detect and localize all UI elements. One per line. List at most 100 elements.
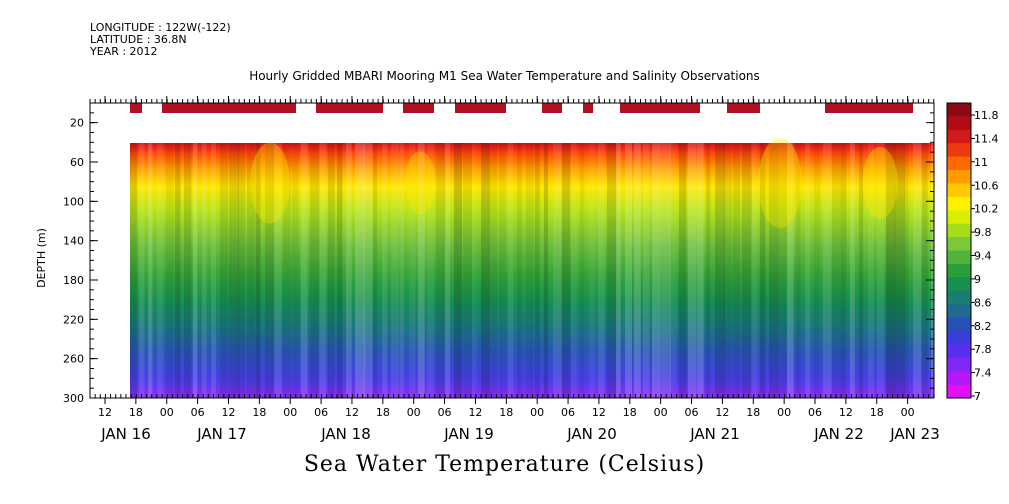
x-hour-label: 06 (685, 406, 699, 419)
field-streak (778, 143, 787, 398)
field-streak (184, 143, 192, 398)
colorbar-label: 8.6 (974, 296, 992, 309)
field-streak (319, 143, 326, 398)
field-streak (463, 143, 472, 398)
field-streak (796, 143, 801, 398)
x-hour-label: 12 (715, 406, 729, 419)
field-streak (490, 143, 497, 398)
x-hour-label: 12 (221, 406, 235, 419)
field-streak (787, 143, 794, 398)
x-hour-label: 12 (592, 406, 606, 419)
field-streak (535, 143, 540, 398)
surface-cell (162, 103, 296, 113)
colorbar-swatch (947, 357, 971, 372)
surface-cell (542, 103, 562, 113)
x-hour-label: 12 (839, 406, 853, 419)
field-streak (697, 143, 704, 398)
field-streak (328, 143, 335, 398)
x-hour-label: 12 (345, 406, 359, 419)
field-streak (499, 143, 506, 398)
colorbar-swatch (947, 250, 971, 265)
field-streak (229, 143, 239, 398)
surface-cell (620, 103, 700, 113)
x-date-label: JAN 16 (100, 425, 151, 443)
field-streak (400, 143, 405, 398)
field-streak (202, 143, 207, 398)
colorbar-swatch (947, 210, 971, 225)
field-streak (283, 143, 291, 398)
field-streak (895, 143, 905, 398)
colorbar-swatch (947, 116, 971, 131)
field-streak (841, 143, 847, 398)
field-streak (760, 143, 766, 398)
warm-bulge (758, 138, 802, 228)
colorbar-swatch (947, 223, 971, 238)
colorbar-label: 8.2 (974, 320, 992, 333)
colorbar-label: 11.4 (974, 132, 999, 145)
field-streak (355, 143, 365, 398)
x-date-label: JAN 22 (813, 425, 864, 443)
field-streak (175, 143, 181, 398)
field-streak (625, 143, 632, 398)
field-streak (886, 143, 896, 398)
colorbar-swatch (947, 304, 971, 319)
field-streak (337, 143, 343, 398)
field-streak (364, 143, 373, 398)
colorbar-swatch (947, 277, 971, 292)
x-hour-label: 00 (407, 406, 421, 419)
colorbar-swatch (947, 384, 971, 399)
warm-bulge (404, 151, 436, 215)
field-streak (733, 143, 741, 398)
field-streak (679, 143, 687, 398)
x-hour-label: 00 (530, 406, 544, 419)
field-streak (850, 143, 855, 398)
colorbar-swatch (947, 317, 971, 332)
x-hour-label: 06 (561, 406, 575, 419)
field-streak (409, 143, 416, 398)
x-hour-label: 12 (98, 406, 112, 419)
x-hour-label: 18 (746, 406, 760, 419)
colorbar-label: 10.6 (974, 179, 999, 192)
field-streak (346, 143, 352, 398)
field-streak (139, 143, 145, 398)
colorbar-label: 9.4 (974, 250, 992, 263)
colorbar-swatch (947, 129, 971, 144)
colorbar-swatch (947, 183, 971, 198)
surface-cell (727, 103, 760, 113)
field-streak (670, 143, 677, 398)
field-streak (904, 143, 909, 398)
y-tick-label: 20 (70, 117, 84, 130)
field-streak (454, 143, 462, 398)
field-streak (688, 143, 697, 398)
colorbar-swatch (947, 237, 971, 251)
surface-cell (316, 103, 383, 113)
field-streak (769, 143, 779, 398)
colorbar-swatch (947, 170, 971, 184)
colorbar-swatch (947, 196, 971, 211)
field-streak (526, 143, 534, 398)
colorbar-swatch (947, 143, 971, 158)
warm-bulge (862, 147, 898, 219)
field-streak (427, 143, 434, 398)
field-streak (661, 143, 671, 398)
field-streak (805, 143, 811, 398)
y-tick-label: 180 (63, 274, 84, 287)
x-hour-label: 00 (654, 406, 668, 419)
field-streak (751, 143, 758, 398)
x-hour-label: 00 (283, 406, 297, 419)
field-streak (517, 143, 522, 398)
field-streak (823, 143, 832, 398)
field-streak (220, 143, 229, 398)
field-streak (130, 143, 137, 398)
field-streak (274, 143, 282, 398)
chart-title: Hourly Gridded MBARI Mooring M1 Sea Wate… (249, 69, 760, 83)
colorbar-label: 9.8 (974, 226, 992, 239)
x-hour-label: 06 (808, 406, 822, 419)
field-streak (832, 143, 842, 398)
colorbar-label: 7.8 (974, 343, 992, 356)
temperature-field (130, 143, 934, 398)
field-streak (256, 143, 261, 398)
field-streak (166, 143, 174, 398)
field-streak (472, 143, 477, 398)
x-date-label: JAN 17 (196, 425, 247, 443)
